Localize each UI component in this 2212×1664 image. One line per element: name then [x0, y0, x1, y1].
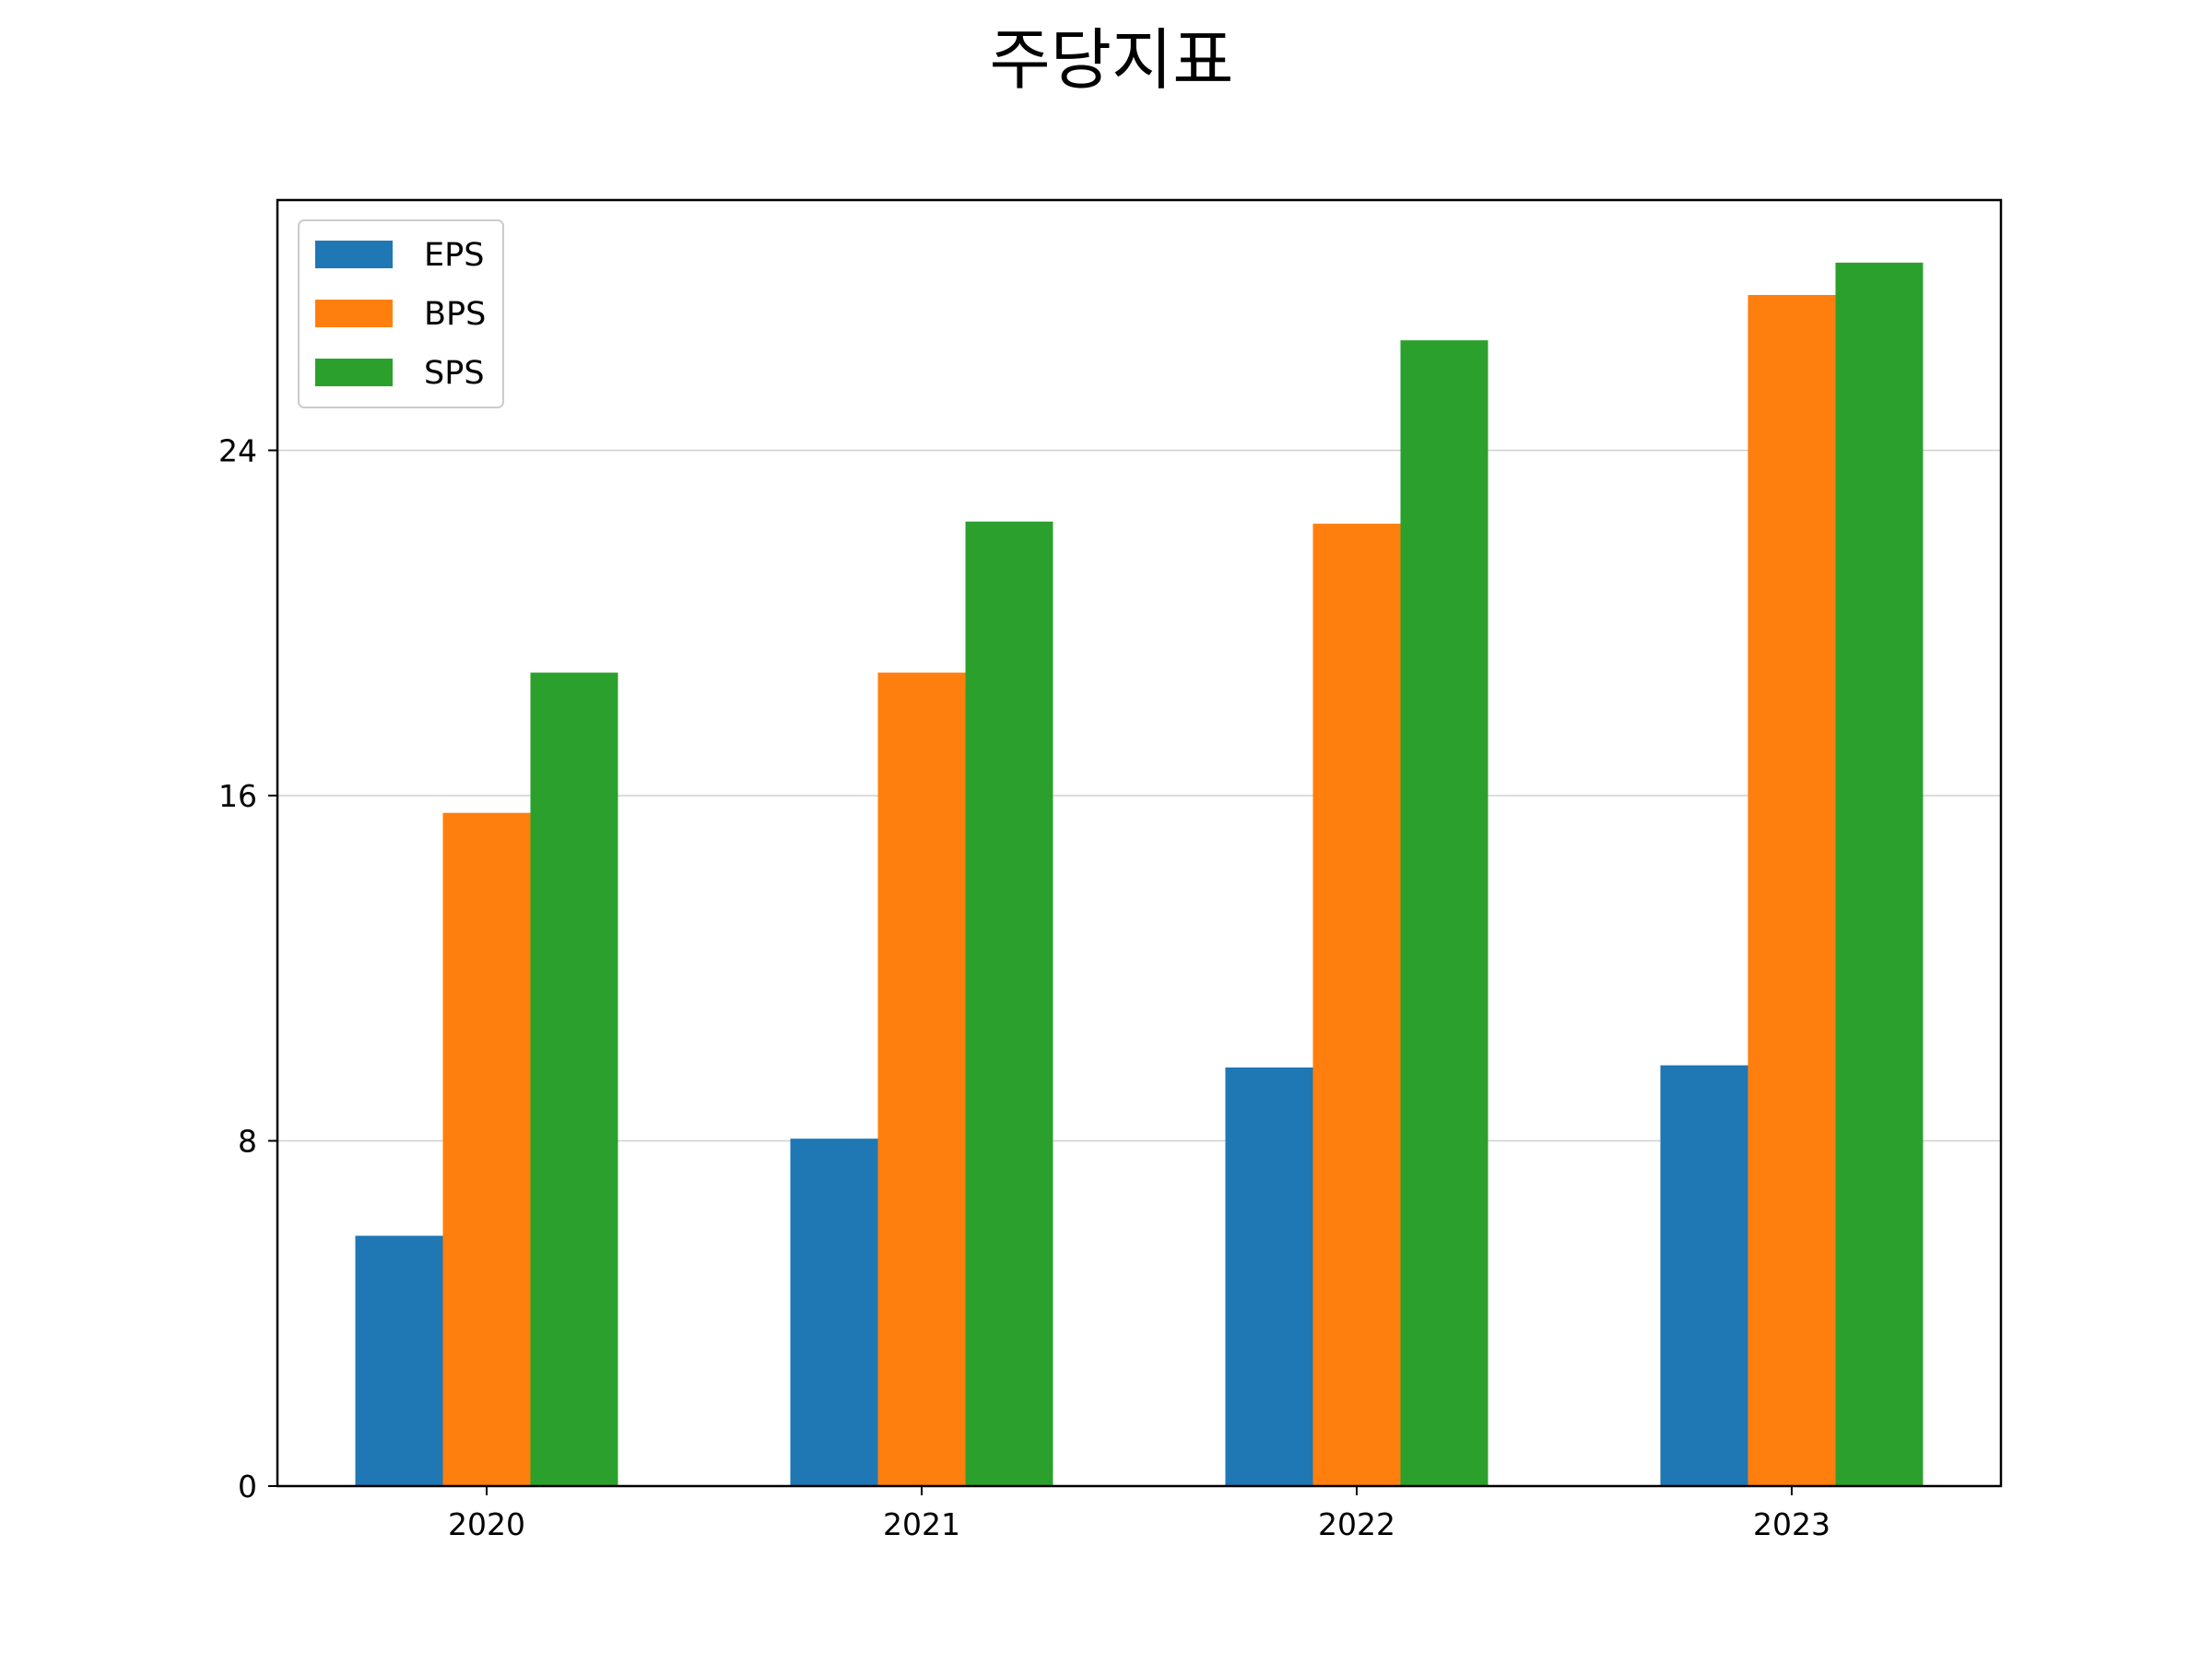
legend: EPS BPS SPS	[298, 219, 504, 408]
bar-eps-2022	[1225, 1067, 1313, 1486]
bar-eps-2021	[790, 1139, 878, 1486]
legend-swatch-eps	[315, 241, 393, 268]
x-tick-label: 2021	[883, 1506, 960, 1542]
bar-bps-2022	[1312, 524, 1401, 1486]
y-tick-label: 24	[218, 433, 257, 469]
x-tick-label: 2022	[1318, 1506, 1395, 1542]
legend-label-eps: EPS	[424, 237, 484, 274]
bar-sps-2021	[965, 521, 1053, 1486]
y-axis: 0 8 16 24	[218, 433, 277, 1505]
plot-frame	[276, 198, 2003, 1488]
x-tick-label: 2023	[1753, 1506, 1830, 1542]
bar-sps-2022	[1400, 340, 1488, 1486]
x-axis: 2020 2021 2022 2023	[448, 1486, 1830, 1542]
legend-swatch-sps	[315, 359, 393, 386]
bar-bps-2020	[442, 812, 531, 1486]
legend-label-bps: BPS	[424, 296, 486, 333]
bar-bps-2021	[877, 672, 966, 1486]
bar-sps-2023	[1835, 262, 1924, 1487]
chart-title: 주당지표	[990, 21, 1234, 99]
x-tick-label: 2020	[448, 1506, 525, 1542]
bar-bps-2023	[1747, 294, 1836, 1486]
bar-eps-2020	[355, 1235, 443, 1486]
legend-label-sps: SPS	[424, 355, 485, 392]
bar-sps-2020	[530, 672, 618, 1486]
legend-swatch-bps	[315, 300, 393, 327]
bar-eps-2023	[1660, 1065, 1748, 1486]
y-tick-label: 0	[238, 1469, 257, 1505]
bars	[355, 262, 1924, 1487]
y-tick-label: 16	[218, 778, 257, 814]
y-tick-label: 8	[238, 1124, 257, 1160]
